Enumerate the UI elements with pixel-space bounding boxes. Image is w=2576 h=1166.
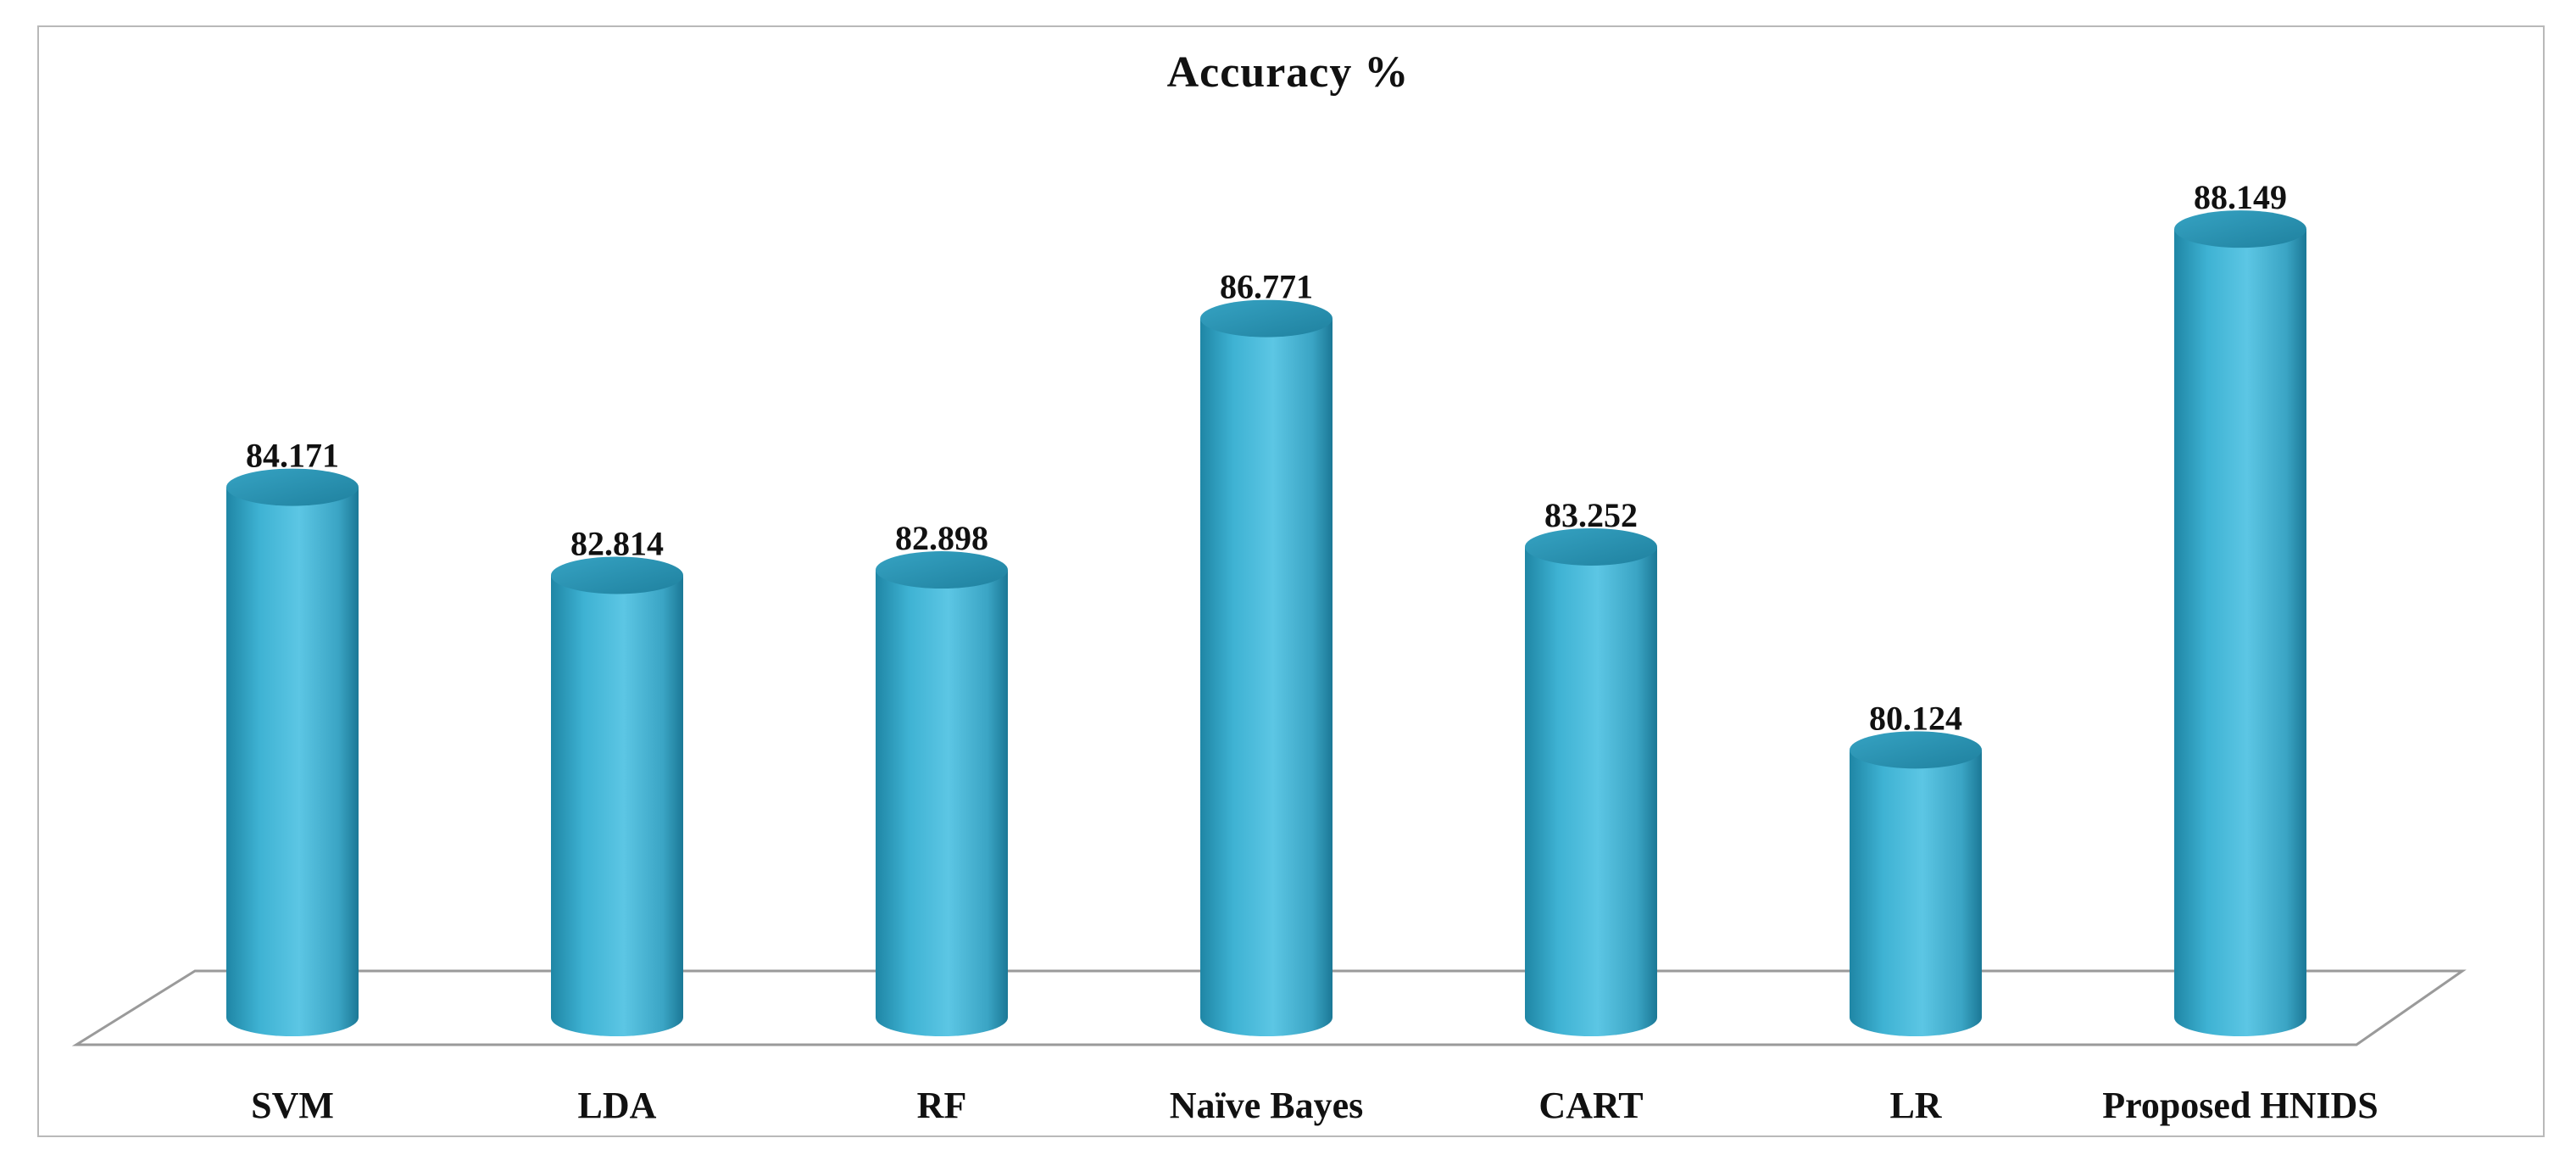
- bar-body: [1200, 318, 1333, 1036]
- category-label: Naïve Bayes: [1170, 1085, 1364, 1126]
- bar-body: [1525, 546, 1657, 1036]
- bar-body: [551, 575, 683, 1036]
- category-label: RF: [917, 1085, 967, 1126]
- bar-top: [2174, 210, 2306, 248]
- value-label: 88.149: [2194, 178, 2287, 216]
- category-label: Proposed HNIDS: [2102, 1085, 2378, 1126]
- value-label: 82.898: [895, 519, 988, 557]
- bar-top: [1525, 527, 1657, 566]
- labels-group: 84.171 SVM 82.814 LDA 82.898 RF 86.771 Naïve Ba…: [246, 178, 2378, 1126]
- value-label: 86.771: [1220, 268, 1313, 306]
- bar-lr: [1850, 731, 1982, 1036]
- category-label: LR: [1889, 1085, 1942, 1126]
- bar-lda: [551, 556, 683, 1036]
- bar-body: [226, 487, 359, 1036]
- bar-rf: [876, 551, 1008, 1036]
- bar-na-ve-bayes: [1200, 299, 1333, 1036]
- bar-top: [551, 556, 683, 594]
- bar-body: [876, 570, 1008, 1036]
- bar-cart: [1525, 527, 1657, 1036]
- bar-svm: [226, 468, 359, 1036]
- category-label: LDA: [578, 1085, 657, 1126]
- bar-body: [1850, 750, 1982, 1036]
- bar-top: [1850, 731, 1982, 769]
- category-label: SVM: [251, 1085, 334, 1126]
- bars-group: [226, 210, 2306, 1036]
- bar-body: [2174, 229, 2306, 1036]
- category-label: CART: [1538, 1085, 1643, 1126]
- bar-proposed-hnids: [2174, 210, 2306, 1036]
- bar-top: [876, 551, 1008, 589]
- value-label: 82.814: [570, 524, 664, 562]
- chart-title: Accuracy %: [1166, 48, 1410, 97]
- bar-top: [1200, 299, 1333, 338]
- value-label: 83.252: [1544, 496, 1638, 534]
- value-label: 84.171: [246, 437, 339, 475]
- value-label: 80.124: [1869, 699, 1962, 737]
- bar-top: [226, 468, 359, 506]
